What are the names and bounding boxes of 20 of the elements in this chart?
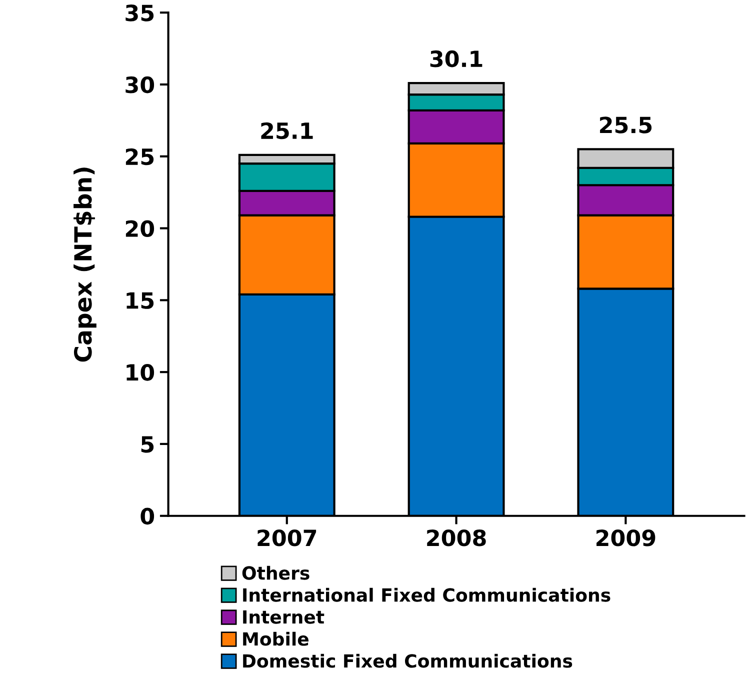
y-tick-label: 35 <box>126 4 154 22</box>
legend-label: International Fixed Communications <box>243 588 610 602</box>
total-label: 25.1 <box>261 122 313 140</box>
legend-label: Mobile <box>243 632 309 646</box>
y-axis-title: Capex (NT$bn) <box>74 168 96 362</box>
y-tick-label: 5 <box>141 436 154 453</box>
total-label: 25.5 <box>600 116 652 134</box>
y-tick-label: 30 <box>126 76 154 94</box>
y-tick-label: 15 <box>126 292 154 309</box>
y-tick-label: 20 <box>126 220 154 238</box>
y-tick-label: 25 <box>126 148 154 166</box>
y-tick-label: 10 <box>126 364 154 381</box>
legend-label: Internet <box>243 610 324 624</box>
legend-label: Domestic Fixed Communications <box>243 654 572 668</box>
total-label: 30.1 <box>430 50 482 68</box>
x-tick-label: 2007 <box>258 529 316 546</box>
legend-label: Others <box>242 566 310 580</box>
x-tick-label: 2008 <box>427 529 486 546</box>
x-tick-label: 2009 <box>596 529 656 546</box>
y-tick-label: 0 <box>140 508 154 525</box>
